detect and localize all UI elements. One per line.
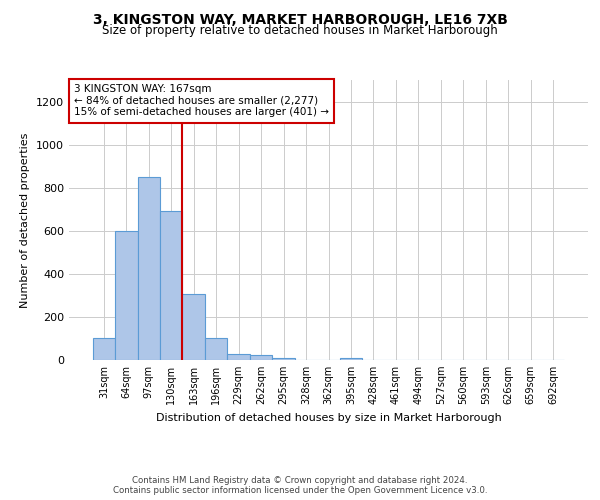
Text: 3 KINGSTON WAY: 167sqm
← 84% of detached houses are smaller (2,277)
15% of semi-: 3 KINGSTON WAY: 167sqm ← 84% of detached… <box>74 84 329 117</box>
Bar <box>227 354 250 360</box>
Text: Contains HM Land Registry data © Crown copyright and database right 2024.: Contains HM Land Registry data © Crown c… <box>132 476 468 485</box>
Bar <box>92 338 115 360</box>
Bar <box>205 338 227 360</box>
Bar <box>340 358 362 360</box>
Bar <box>160 212 182 360</box>
X-axis label: Distribution of detached houses by size in Market Harborough: Distribution of detached houses by size … <box>155 412 502 422</box>
Bar <box>182 294 205 360</box>
Bar <box>272 358 295 360</box>
Text: Contains public sector information licensed under the Open Government Licence v3: Contains public sector information licen… <box>113 486 487 495</box>
Bar <box>137 177 160 360</box>
Bar <box>115 231 137 360</box>
Y-axis label: Number of detached properties: Number of detached properties <box>20 132 31 308</box>
Text: 3, KINGSTON WAY, MARKET HARBOROUGH, LE16 7XB: 3, KINGSTON WAY, MARKET HARBOROUGH, LE16… <box>92 12 508 26</box>
Text: Size of property relative to detached houses in Market Harborough: Size of property relative to detached ho… <box>102 24 498 37</box>
Bar <box>250 356 272 360</box>
